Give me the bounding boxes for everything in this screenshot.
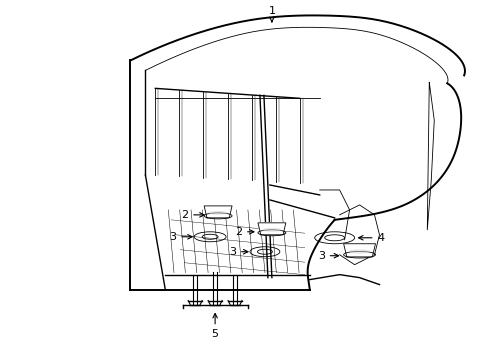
Text: 1: 1 <box>268 6 275 22</box>
Text: 2: 2 <box>234 227 253 237</box>
Text: 3: 3 <box>317 251 338 261</box>
Text: 3: 3 <box>169 232 192 242</box>
Polygon shape <box>203 206 232 218</box>
Ellipse shape <box>262 228 281 232</box>
Text: 2: 2 <box>181 210 203 220</box>
Polygon shape <box>343 244 375 257</box>
Ellipse shape <box>347 249 370 253</box>
Ellipse shape <box>208 211 227 215</box>
Text: 4: 4 <box>358 233 384 243</box>
Text: 5: 5 <box>211 314 218 339</box>
Text: 3: 3 <box>228 247 247 257</box>
Polygon shape <box>258 223 285 235</box>
